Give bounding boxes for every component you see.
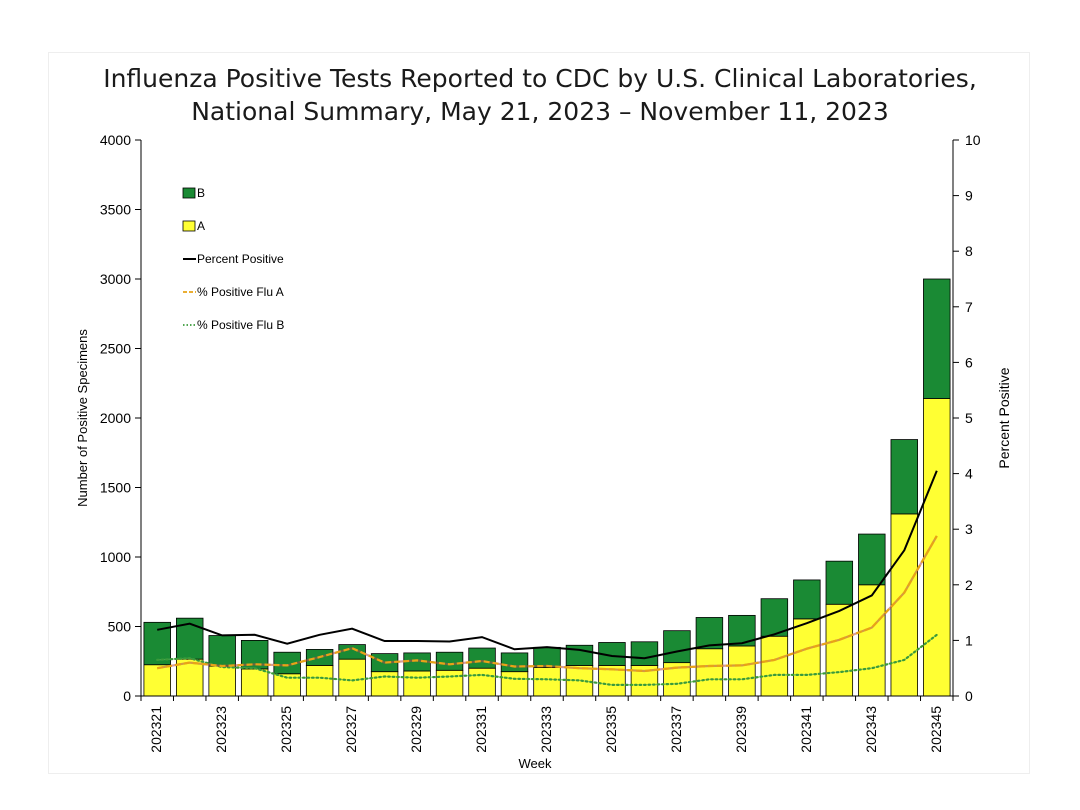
bar-a-202332 <box>500 671 529 697</box>
line-percent-positive <box>157 470 938 660</box>
bar-b-202331 <box>468 647 496 669</box>
bar-a-202340 <box>760 635 789 697</box>
y-right-tick-label: 9 <box>965 188 973 204</box>
bar-a-202323 <box>208 665 236 697</box>
bar-b-202344 <box>890 439 918 515</box>
bar-a-202326 <box>305 665 334 697</box>
y-right-tick-label: 6 <box>965 354 973 370</box>
legend-label-percent-positive: Percent Positive <box>197 252 284 266</box>
y-right-tick-label: 7 <box>965 299 973 315</box>
y-left-tick-label: 500 <box>108 619 132 635</box>
line-positive-flu-b <box>156 633 938 687</box>
bar-a-202331 <box>468 667 496 697</box>
bar-a-202321 <box>143 664 171 697</box>
y-left-tick-label: 3500 <box>100 202 131 218</box>
legend-label-b: B <box>197 186 205 200</box>
y-axis-right-title: Percent Positive <box>996 367 1012 468</box>
bar-b-202342 <box>825 560 854 605</box>
y-left-tick-label: 1500 <box>100 480 131 496</box>
y-left-tick-label: 3000 <box>100 271 131 287</box>
y-right-tick-label: 0 <box>965 688 973 704</box>
legend-label-positive-flu-b: % Positive Flu B <box>197 318 284 332</box>
axes-layer: 0 500 1000 1500 2000 2500 3000 3500 4000 0 1 2 3 4 5 6 7… <box>100 132 981 753</box>
bar-a-202339 <box>728 645 756 697</box>
bar-b-202337 <box>663 630 691 664</box>
y-right-tick-label: 8 <box>965 243 973 259</box>
y-left-tick-label: 1000 <box>100 549 131 565</box>
y-left-tick-label: 2000 <box>100 410 131 426</box>
x-tick-label: 202343 <box>863 706 879 753</box>
legend: B A Percent Positive % Positive Flu A % Posi… <box>182 186 284 332</box>
bar-a-202342 <box>825 603 854 697</box>
chart-title-line-1: Influenza Positive Tests Reported to CDC… <box>103 64 977 93</box>
y-right-tick-label: 10 <box>965 132 981 148</box>
bar-a-202327 <box>338 658 366 697</box>
y-right-tick-label: 3 <box>965 521 973 537</box>
bar-a-202324 <box>240 668 269 697</box>
bar-b-202340 <box>760 598 789 637</box>
bar-a-202333 <box>533 667 561 697</box>
x-tick-label: 202345 <box>928 706 944 753</box>
y-left-tick-label: 0 <box>123 688 131 704</box>
bar-a-202338 <box>695 648 724 697</box>
y-right-tick-label: 4 <box>965 466 973 482</box>
bar-a-202330 <box>435 669 464 697</box>
x-tick-label: 202341 <box>798 706 814 753</box>
bar-a-202345 <box>923 398 951 697</box>
y-left-tick-label: 2500 <box>100 341 131 357</box>
y-left-tick-label: 4000 <box>100 132 131 148</box>
x-tick-label: 202337 <box>668 706 684 753</box>
bars-layer <box>143 278 951 697</box>
legend-swatch-b <box>182 187 196 199</box>
x-tick-label: 202333 <box>538 706 554 753</box>
bar-b-202330 <box>435 651 464 671</box>
bar-a-202329 <box>403 670 431 697</box>
bar-a-202341 <box>793 618 821 697</box>
line-positive-flu-a <box>157 535 938 673</box>
x-tick-label: 202329 <box>408 706 424 753</box>
bar-b-202323 <box>208 635 236 667</box>
bar-b-202332 <box>500 652 529 673</box>
chart-title-line-2: National Summary, May 21, 2023 – Novembe… <box>191 97 889 126</box>
x-tick-label: 202323 <box>213 706 229 753</box>
y-right-tick-label: 5 <box>965 410 973 426</box>
x-tick-label: 202339 <box>733 706 749 753</box>
bar-a-202328 <box>370 671 399 697</box>
bar-b-202338 <box>695 617 724 650</box>
y-right-tick-label: 1 <box>965 632 973 648</box>
bar-b-202341 <box>793 579 821 620</box>
bar-a-202343 <box>858 584 886 697</box>
x-tick-label: 202321 <box>148 706 164 753</box>
lines-layer <box>156 470 938 687</box>
legend-swatch-a <box>182 220 196 232</box>
bar-b-202336 <box>630 641 659 666</box>
x-tick-label: 202331 <box>473 706 489 753</box>
bar-b-202343 <box>858 533 886 586</box>
legend-label-a: A <box>197 219 205 233</box>
x-tick-label: 202325 <box>278 706 294 753</box>
legend-label-positive-flu-a: % Positive Flu A <box>197 285 284 299</box>
x-axis-title: Week <box>519 756 552 771</box>
bar-b-202345 <box>923 278 951 399</box>
y-right-tick-label: 2 <box>965 577 973 593</box>
bar-b-202333 <box>533 646 561 668</box>
x-tick-label: 202327 <box>343 706 359 753</box>
y-axis-left-title: Number of Positive Specimens <box>75 329 90 507</box>
x-tick-label: 202335 <box>603 706 619 753</box>
bar-a-202344 <box>890 513 918 697</box>
